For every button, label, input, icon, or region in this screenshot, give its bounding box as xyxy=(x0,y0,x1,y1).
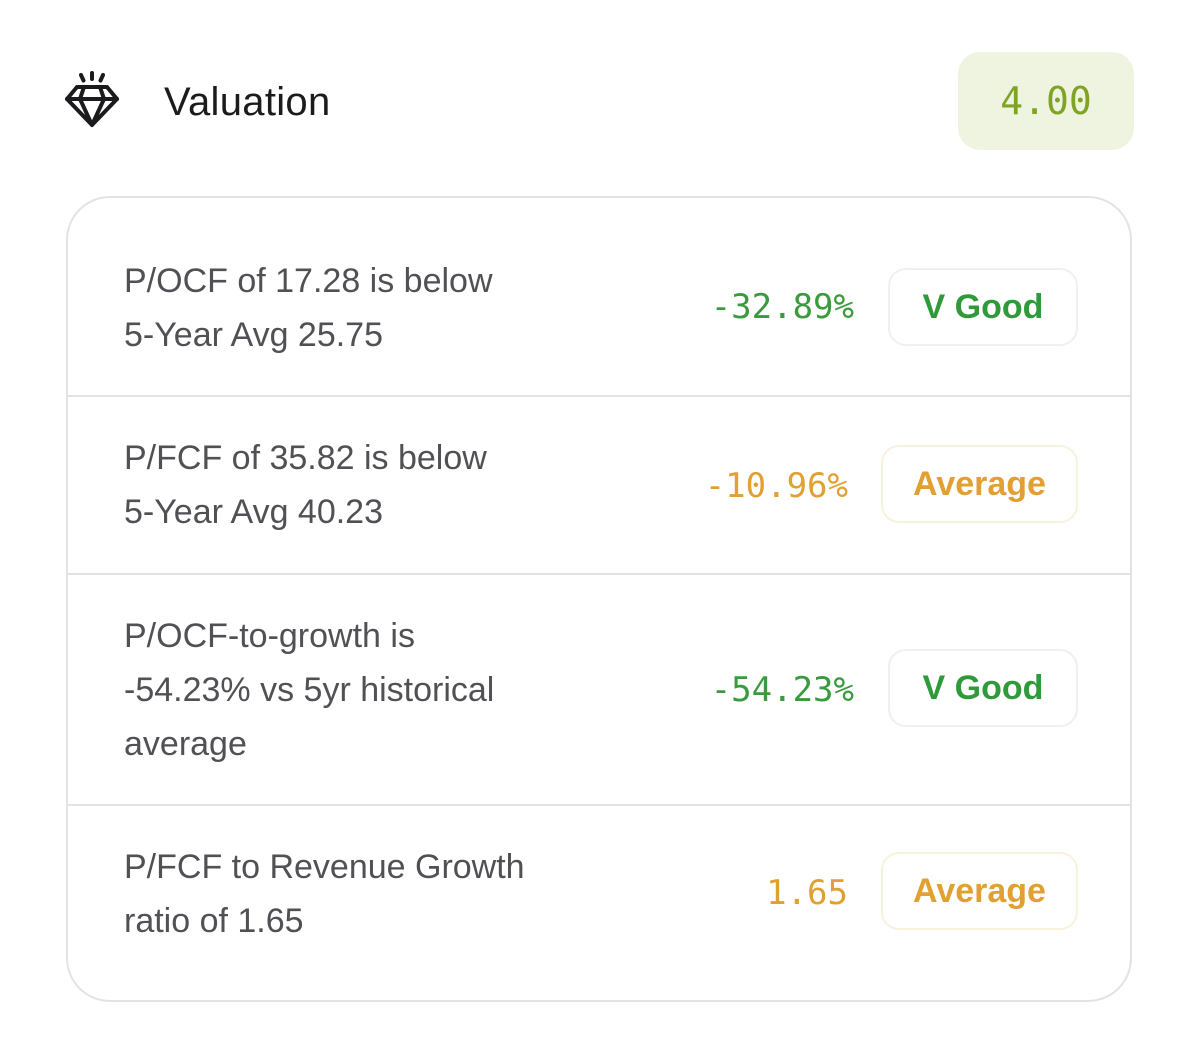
rating-badge: Average xyxy=(881,852,1078,930)
metric-row-pocf: P/OCF of 17.28 is below 5-Year Avg 25.75… xyxy=(68,198,1130,397)
metric-description-line: P/FCF to Revenue Growth xyxy=(124,848,525,886)
metric-description-line: 5-Year Avg 25.75 xyxy=(124,316,384,354)
rating-badge: V Good xyxy=(888,268,1078,346)
metric-description-line: ratio of 1.65 xyxy=(124,902,304,940)
metric-row-pfcf: P/FCF of 35.82 is below 5-Year Avg 40.23… xyxy=(68,397,1130,575)
valuation-header: Valuation 4.00 xyxy=(64,52,1134,152)
metric-description-line: P/OCF of 17.28 is below xyxy=(124,262,493,300)
metric-description-line: -54.23% vs 5yr historical xyxy=(124,671,495,709)
metric-description-line: average xyxy=(124,725,247,763)
section-title: Valuation xyxy=(164,80,331,124)
diamond-icon xyxy=(64,70,120,130)
metric-description-line: P/OCF-to-growth is xyxy=(124,617,415,655)
metric-row-pocf-to-growth: P/OCF-to-growth is -54.23% vs 5yr histor… xyxy=(68,575,1130,806)
score-badge: 4.00 xyxy=(958,52,1134,150)
metric-description: P/FCF of 35.82 is below 5-Year Avg 40.23 xyxy=(124,431,604,539)
metric-description: P/FCF to Revenue Growth ratio of 1.65 xyxy=(124,840,604,948)
metric-value: -10.96% xyxy=(704,466,848,506)
rating-badge: V Good xyxy=(888,649,1078,727)
metric-description-line: 5-Year Avg 40.23 xyxy=(124,493,384,531)
metric-description: P/OCF of 17.28 is below 5-Year Avg 25.75 xyxy=(124,254,604,362)
metric-value: -32.89% xyxy=(710,287,854,327)
metric-description-line: P/FCF of 35.82 is below xyxy=(124,439,487,477)
rating-badge: Average xyxy=(881,445,1078,523)
metric-value: 1.65 xyxy=(766,873,848,913)
valuation-metrics-card: P/OCF of 17.28 is below 5-Year Avg 25.75… xyxy=(66,196,1132,1002)
metric-value: -54.23% xyxy=(710,670,854,710)
metric-row-pfcf-to-revenue-growth: P/FCF to Revenue Growth ratio of 1.65 1.… xyxy=(68,806,1130,1000)
metric-description: P/OCF-to-growth is -54.23% vs 5yr histor… xyxy=(124,609,604,771)
